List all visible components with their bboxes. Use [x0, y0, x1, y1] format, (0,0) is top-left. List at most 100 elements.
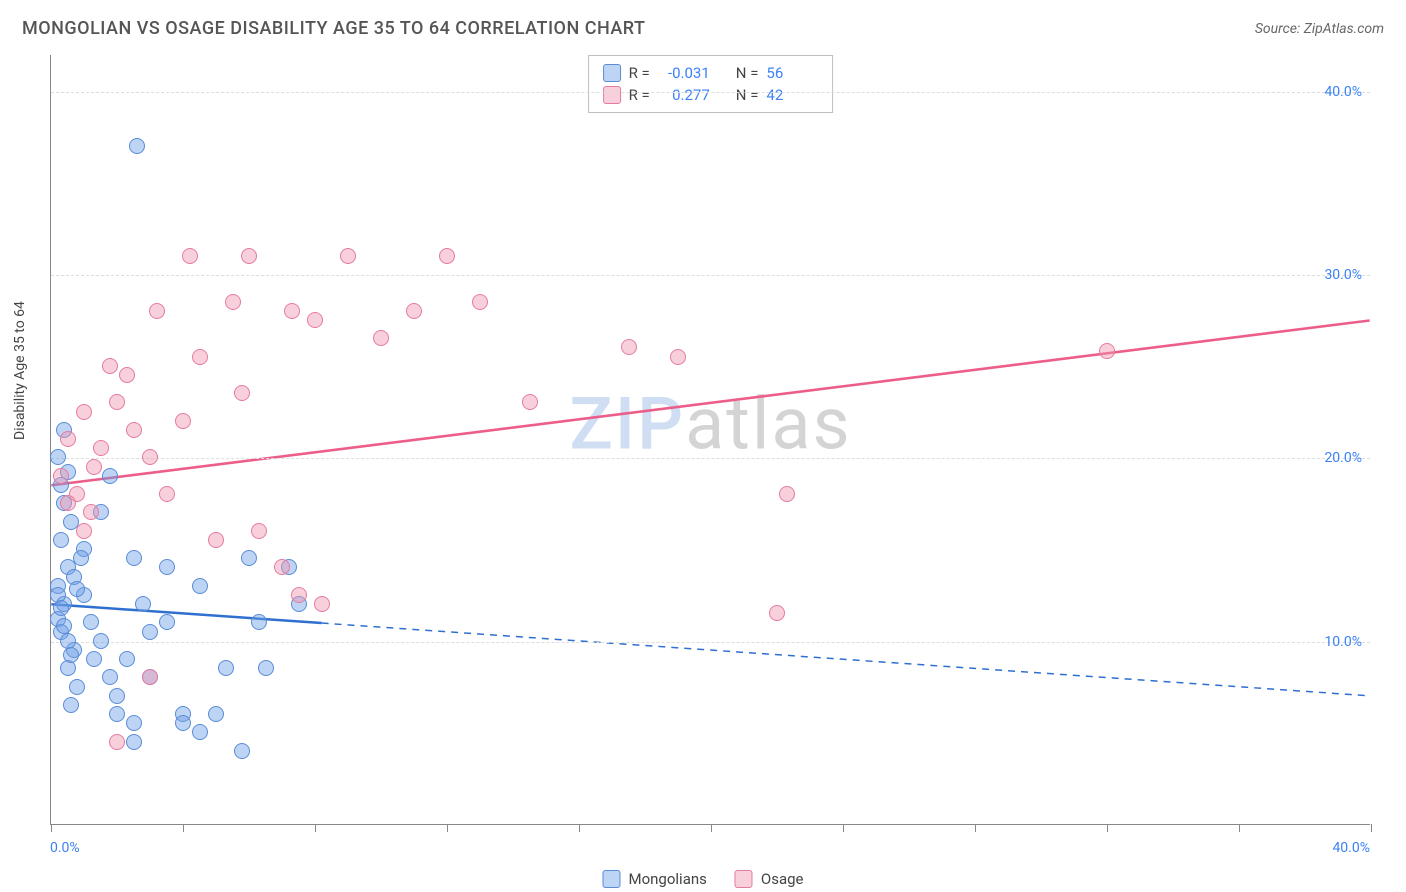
data-point — [307, 312, 323, 328]
data-point — [472, 294, 488, 310]
x-tick — [711, 824, 712, 832]
x-tick — [843, 824, 844, 832]
y-tick-label: 40.0% — [1324, 84, 1362, 100]
data-point — [119, 651, 135, 667]
data-point — [241, 248, 257, 264]
data-point — [192, 578, 208, 594]
data-point — [258, 660, 274, 676]
data-point — [175, 413, 191, 429]
data-point — [192, 724, 208, 740]
watermark-zip: ZIP — [569, 382, 685, 467]
legend-item-osage: Osage — [735, 870, 804, 888]
swatch-pink-icon — [603, 86, 621, 104]
data-point — [182, 248, 198, 264]
data-point — [159, 559, 175, 575]
x-tick — [51, 824, 52, 832]
trend-lines — [51, 55, 1370, 824]
data-point — [373, 330, 389, 346]
data-point — [159, 486, 175, 502]
data-point — [208, 706, 224, 722]
gridline — [51, 458, 1370, 459]
data-point — [218, 660, 234, 676]
data-point — [109, 394, 125, 410]
r-label: R = — [629, 64, 650, 82]
data-point — [69, 581, 85, 597]
data-point — [60, 495, 76, 511]
data-point — [93, 440, 109, 456]
watermark-atlas: atlas — [685, 382, 852, 467]
data-point — [86, 459, 102, 475]
y-tick-label: 30.0% — [1324, 267, 1362, 283]
legend-label: Osage — [761, 870, 804, 888]
data-point — [284, 303, 300, 319]
data-point — [102, 468, 118, 484]
y-tick-label: 10.0% — [1324, 634, 1362, 650]
data-point — [274, 559, 290, 575]
gridline — [51, 275, 1370, 276]
data-point — [234, 385, 250, 401]
trend-line-solid — [51, 320, 1369, 485]
data-point — [63, 647, 79, 663]
data-point — [159, 614, 175, 630]
scatter-chart: ZIPatlas R = -0.031 N = 56 R = 0.277 N =… — [50, 55, 1370, 825]
data-point — [129, 138, 145, 154]
data-point — [60, 431, 76, 447]
data-point — [102, 358, 118, 374]
x-tick — [975, 824, 976, 832]
correlation-stats-box: R = -0.031 N = 56 R = 0.277 N = 42 — [588, 55, 834, 113]
n-value-osage: 42 — [766, 86, 818, 104]
data-point — [73, 550, 89, 566]
swatch-pink-icon — [735, 870, 753, 888]
data-point — [241, 550, 257, 566]
data-point — [251, 614, 267, 630]
gridline — [51, 642, 1370, 643]
data-point — [83, 504, 99, 520]
data-point — [126, 734, 142, 750]
data-point — [142, 449, 158, 465]
data-point — [291, 587, 307, 603]
x-tick — [183, 824, 184, 832]
data-point — [126, 422, 142, 438]
legend-item-mongolians: Mongolians — [602, 870, 706, 888]
data-point — [314, 596, 330, 612]
data-point — [142, 624, 158, 640]
data-point — [1099, 343, 1115, 359]
data-point — [621, 339, 637, 355]
n-value-mongolians: 56 — [766, 64, 818, 82]
n-label: N = — [736, 86, 759, 104]
x-tick — [1107, 824, 1108, 832]
data-point — [119, 367, 135, 383]
data-point — [340, 248, 356, 264]
data-point — [251, 523, 267, 539]
source-attribution: Source: ZipAtlas.com — [1255, 21, 1384, 37]
data-point — [779, 486, 795, 502]
swatch-blue-icon — [602, 870, 620, 888]
data-point — [76, 523, 92, 539]
x-tick — [1239, 824, 1240, 832]
data-point — [76, 404, 92, 420]
data-point — [53, 600, 69, 616]
data-point — [60, 633, 76, 649]
legend-label: Mongolians — [628, 870, 706, 888]
n-label: N = — [736, 64, 759, 82]
r-value-mongolians: -0.031 — [658, 64, 710, 82]
x-tick — [447, 824, 448, 832]
y-axis-label: Disability Age 35 to 64 — [12, 301, 28, 440]
data-point — [56, 618, 72, 634]
x-tick — [1371, 824, 1372, 832]
x-axis-max-label: 40.0% — [1332, 840, 1370, 856]
data-point — [109, 706, 125, 722]
data-point — [234, 743, 250, 759]
stats-row-osage: R = 0.277 N = 42 — [603, 84, 819, 106]
r-label: R = — [629, 86, 650, 104]
stats-row-mongolians: R = -0.031 N = 56 — [603, 62, 819, 84]
data-point — [53, 532, 69, 548]
x-axis-origin-label: 0.0% — [50, 840, 80, 856]
data-point — [126, 715, 142, 731]
x-tick — [579, 824, 580, 832]
data-point — [126, 550, 142, 566]
trend-line-dashed — [322, 623, 1370, 696]
data-point — [175, 715, 191, 731]
data-point — [192, 349, 208, 365]
gridline — [51, 92, 1370, 93]
